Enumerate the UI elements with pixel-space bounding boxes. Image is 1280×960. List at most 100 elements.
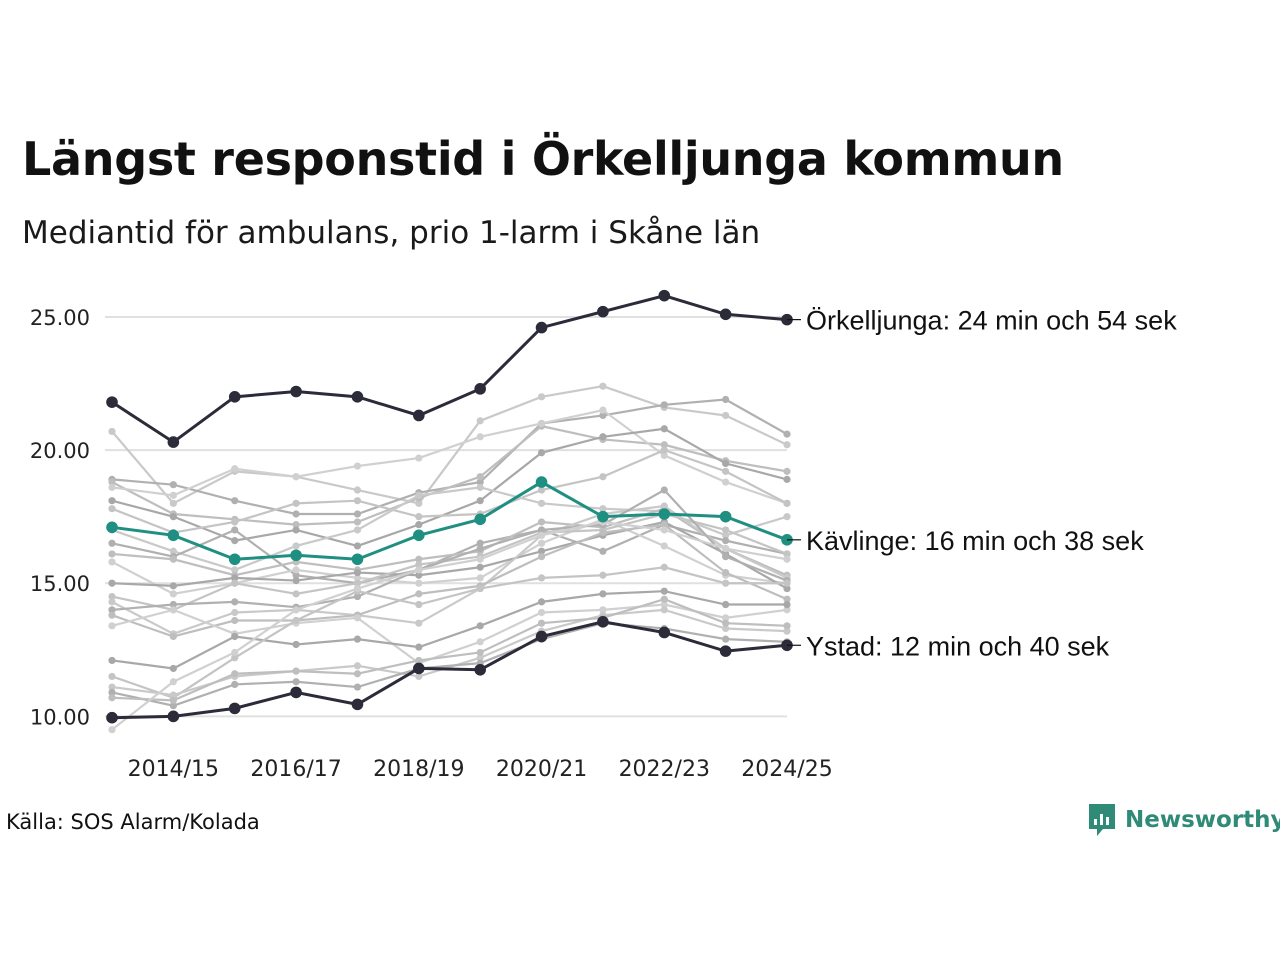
background-series-point — [722, 635, 730, 643]
background-series-point — [599, 505, 607, 513]
background-series-point — [415, 672, 423, 681]
series-ystad — [106, 616, 793, 724]
series-ystad-point — [228, 702, 241, 715]
background-series-point — [722, 545, 730, 553]
background-series-point — [415, 454, 423, 462]
background-series-point — [783, 579, 791, 587]
x-tick-label: 2014/15 — [128, 757, 219, 782]
background-series-point — [292, 590, 300, 598]
background-series-point — [476, 638, 484, 646]
background-series-point — [599, 473, 607, 481]
background-series-point — [537, 619, 546, 627]
series-ystad-point — [474, 663, 486, 676]
background-series-point — [722, 619, 730, 627]
background-series-point — [783, 622, 791, 630]
background-series-point — [415, 600, 423, 609]
background-series-line — [111, 427, 788, 548]
background-series-point — [108, 505, 116, 513]
background-series-point — [353, 670, 362, 678]
background-series-point — [353, 542, 362, 550]
series-orkelljunga-label: Örkelljunga: 24 min och 54 sek — [806, 306, 1177, 336]
background-series-point — [108, 656, 116, 665]
series-kavlinge-point — [597, 510, 609, 523]
background-series-point — [169, 696, 177, 704]
x-tick-label: 2020/21 — [496, 757, 587, 782]
background-series-point — [292, 521, 300, 529]
background-series-point — [722, 526, 730, 534]
series-orkelljunga-point — [167, 436, 180, 448]
background-series-point — [169, 499, 177, 507]
background-series-point — [108, 550, 116, 558]
source-note: Källa: SOS Alarm/Kolada — [6, 810, 260, 834]
background-series-point — [476, 555, 484, 563]
background-series-point — [108, 592, 116, 601]
background-series-point — [537, 419, 546, 428]
background-series-point — [353, 510, 362, 518]
background-series-point — [415, 566, 423, 574]
background-series-point — [783, 595, 791, 603]
background-series-point — [231, 574, 239, 582]
background-series-point — [108, 694, 116, 702]
background-series-point — [108, 539, 116, 547]
background-series-point — [231, 648, 239, 657]
background-series-point — [415, 491, 423, 499]
background-series-point — [537, 552, 546, 561]
background-series-point — [476, 483, 484, 491]
background-series-point — [415, 590, 423, 598]
series-kavlinge — [106, 476, 793, 566]
background-series-point — [108, 688, 116, 696]
background-series-point — [476, 545, 484, 553]
brand-name: Newsworthy — [1125, 807, 1280, 833]
background-series-point — [599, 590, 607, 598]
background-series-point — [660, 587, 668, 595]
background-series-point — [415, 619, 423, 627]
background-series-point — [660, 486, 668, 494]
background-series-line — [111, 520, 788, 590]
background-series-point — [722, 568, 730, 577]
background-series-point — [415, 555, 423, 563]
background-series-point — [169, 664, 177, 673]
series-ystad-point — [658, 626, 671, 639]
background-series-point — [108, 683, 116, 691]
background-series-point — [722, 459, 730, 468]
background-series-point — [599, 382, 607, 390]
background-series-point — [660, 425, 668, 433]
background-series-point — [353, 614, 362, 622]
background-series-line — [111, 590, 787, 670]
background-series-point — [169, 606, 177, 614]
background-series-point — [599, 406, 607, 414]
background-series-point — [231, 465, 239, 473]
background-series-point — [353, 592, 362, 601]
x-tick-label: 2018/19 — [373, 757, 464, 782]
background-series-point — [537, 449, 546, 457]
background-series-point — [415, 656, 423, 665]
series-kavlinge-line — [111, 480, 788, 561]
background-series-point — [476, 539, 484, 547]
background-series-point — [599, 606, 607, 614]
background-series-point — [292, 510, 300, 518]
background-series-point — [476, 574, 484, 582]
background-series-line — [111, 520, 788, 731]
background-series-point — [537, 574, 546, 582]
background-series-line — [111, 385, 788, 505]
background-series-point — [415, 643, 423, 651]
background-series-point — [783, 555, 791, 563]
background-series-point — [722, 411, 730, 420]
background-series-line — [111, 488, 788, 611]
background-series-point — [292, 576, 300, 585]
background-series-point — [783, 606, 791, 614]
background-series-point — [783, 430, 791, 438]
background-series-point — [231, 608, 239, 617]
background-series-point — [169, 691, 177, 699]
background-series-point — [660, 441, 668, 449]
background-series-point — [353, 662, 362, 670]
y-tick-label: 10.00 — [30, 705, 90, 729]
background-series-point — [537, 393, 546, 401]
background-series-line — [111, 512, 788, 612]
background-series-point — [722, 395, 730, 404]
background-series-point — [783, 475, 791, 483]
background-series-point — [783, 441, 791, 449]
background-series — [108, 563, 791, 702]
background-series-point — [660, 563, 668, 571]
